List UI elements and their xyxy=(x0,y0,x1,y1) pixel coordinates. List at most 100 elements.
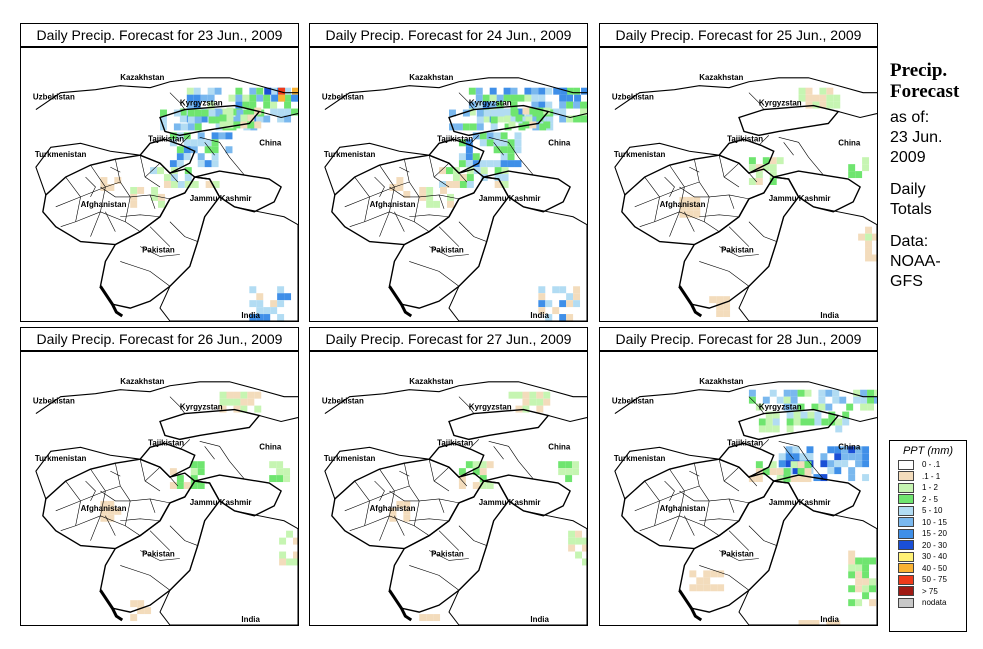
precip-cell xyxy=(190,461,198,469)
precip-cell xyxy=(276,475,284,483)
precip-cell xyxy=(293,537,298,545)
province-border xyxy=(699,214,740,218)
precip-cell xyxy=(703,570,711,578)
precip-cell xyxy=(862,592,870,600)
province-border xyxy=(169,172,179,183)
map-svg: Uzbekistan Kazakhstan Kyrgyzstan Tajikistan… xyxy=(322,73,587,321)
country-border xyxy=(838,415,877,423)
province-border xyxy=(664,176,675,198)
precip-cell xyxy=(208,116,216,124)
precip-cell xyxy=(452,174,460,182)
precip-cell xyxy=(538,101,546,109)
precip-cell xyxy=(538,87,546,95)
precip-cell xyxy=(479,468,487,476)
precip-cell xyxy=(476,116,484,124)
precip-cell xyxy=(263,101,271,109)
province-border xyxy=(179,439,190,450)
precip-cells xyxy=(389,391,587,622)
province-border xyxy=(493,142,504,156)
province-border xyxy=(85,176,96,198)
province-border xyxy=(669,468,685,541)
precip-cell xyxy=(278,94,286,102)
precip-cell xyxy=(776,468,784,476)
country-border xyxy=(448,408,550,441)
precip-cell xyxy=(247,398,255,406)
province-border xyxy=(379,468,395,541)
precip-cell xyxy=(503,94,511,102)
precip-cell xyxy=(716,303,724,311)
precip-cell xyxy=(264,87,272,95)
province-border xyxy=(169,525,198,546)
asof-label: as of: xyxy=(890,109,930,126)
precip-cell xyxy=(508,121,516,129)
province-border xyxy=(394,211,405,232)
precip-cell xyxy=(818,396,826,404)
precip-cell xyxy=(240,405,248,413)
precip-cell xyxy=(848,550,856,558)
country-label-kyrgyzstan: Kyrgyzstan xyxy=(469,403,512,412)
province-border xyxy=(349,221,365,227)
precip-cell xyxy=(552,307,560,315)
precip-cell xyxy=(806,446,814,454)
precip-cell xyxy=(853,389,861,397)
country-border xyxy=(773,170,861,213)
precip-cell xyxy=(458,482,466,489)
precip-cell xyxy=(559,115,567,123)
precip-cell xyxy=(466,181,474,188)
precip-cell xyxy=(219,391,227,399)
country-label-china: China xyxy=(838,138,861,147)
country-label-afghanistan: Afghanistan xyxy=(370,200,416,209)
province-border xyxy=(654,211,720,232)
precip-cell xyxy=(176,160,184,168)
precip-cell xyxy=(500,146,508,154)
country-label-tajikistan: Tajikistan xyxy=(727,134,763,143)
precip-cell xyxy=(293,551,298,559)
precip-cell xyxy=(249,94,257,102)
precip-cell xyxy=(205,181,213,188)
precip-cell xyxy=(865,254,873,262)
legend-swatch xyxy=(898,494,914,505)
precip-cell xyxy=(270,307,278,315)
precip-cell xyxy=(543,391,551,399)
precip-cell xyxy=(514,132,522,140)
precip-cell xyxy=(233,405,241,413)
precip-cell xyxy=(486,160,494,168)
precip-cell xyxy=(786,418,794,426)
precip-cell xyxy=(500,132,508,140)
precip-cell xyxy=(479,160,487,168)
precip-cell xyxy=(536,107,544,115)
precip-cell xyxy=(219,121,227,129)
precip-cell xyxy=(811,403,819,411)
precip-cell xyxy=(496,101,504,109)
precip-cell xyxy=(197,153,205,161)
precip-cell xyxy=(566,293,574,301)
province-border xyxy=(364,515,430,536)
province-border xyxy=(748,525,777,546)
country-label-tajikistan: Tajikistan xyxy=(148,134,184,143)
country-label-kazakhstan: Kazakhstan xyxy=(120,377,164,386)
precip-cell xyxy=(107,514,115,522)
precip-cell xyxy=(194,123,202,131)
precip-cell xyxy=(194,109,202,117)
precip-cell xyxy=(696,584,704,592)
precip-cell xyxy=(207,101,215,109)
map-svg: Uzbekistan Kazakhstan Kyrgyzstan Tajikistan… xyxy=(322,377,587,625)
precip-cell xyxy=(292,94,298,102)
precip-cell xyxy=(798,87,806,95)
precip-cell xyxy=(806,453,814,461)
precip-cell xyxy=(183,132,191,140)
country-border xyxy=(35,77,298,111)
precip-cell xyxy=(765,425,773,433)
precip-cell xyxy=(186,94,194,102)
province-border xyxy=(169,396,186,414)
precip-cell xyxy=(581,87,587,95)
precip-cell xyxy=(501,174,509,182)
precip-cell xyxy=(186,87,194,95)
precip-cell xyxy=(573,300,581,308)
province-border xyxy=(169,476,179,487)
precip-cell xyxy=(279,537,287,545)
precip-cell xyxy=(559,94,567,102)
precip-cell xyxy=(573,115,581,123)
province-border xyxy=(115,159,131,222)
province-border xyxy=(438,498,445,513)
